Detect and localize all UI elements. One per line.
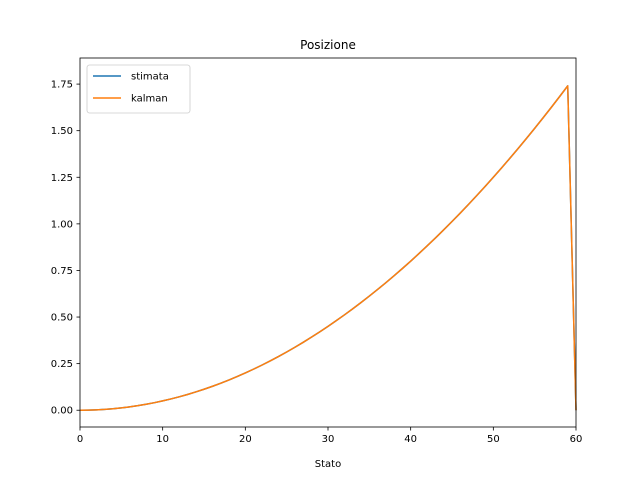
y-tick-label: 1.75 (51, 80, 73, 91)
legend: stimata kalman (86, 64, 191, 114)
x-tick-label: 50 (487, 434, 500, 445)
x-tick-label: 10 (156, 434, 169, 445)
y-tick-label: 1.00 (51, 219, 73, 230)
legend-box (86, 64, 191, 114)
y-tick-label: 0.00 (51, 406, 73, 417)
y-tick-label: 1.25 (51, 173, 73, 184)
series-line-kalman (79, 85, 577, 411)
legend-label-kalman: kalman (131, 94, 168, 105)
x-tick-label: 30 (322, 434, 335, 445)
x-tick-label: 20 (239, 434, 252, 445)
legend-label-stimata: stimata (131, 72, 169, 83)
y-axis: 0.00 0.25 0.50 0.75 1.00 1.25 1.50 1.75 (51, 80, 80, 417)
x-tick-label: 60 (570, 434, 583, 445)
plot-lines (79, 85, 577, 411)
x-axis-label: Stato (315, 459, 341, 470)
x-axis: 0 10 20 30 40 50 60 (77, 427, 583, 445)
y-tick-label: 0.25 (51, 359, 73, 370)
x-tick-label: 0 (77, 434, 83, 445)
x-tick-label: 40 (404, 434, 417, 445)
y-tick-label: 0.50 (51, 313, 73, 324)
chart-title: Posizione (300, 38, 356, 52)
y-tick-label: 1.50 (51, 126, 73, 137)
y-tick-label: 0.75 (51, 266, 73, 277)
